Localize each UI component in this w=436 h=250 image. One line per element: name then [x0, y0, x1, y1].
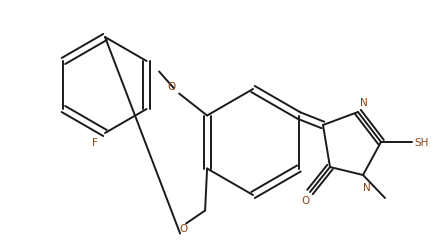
Text: O: O	[179, 224, 187, 234]
Text: SH: SH	[415, 138, 429, 147]
Text: F: F	[92, 138, 98, 147]
Text: O: O	[301, 195, 309, 205]
Text: N: N	[363, 182, 371, 192]
Text: O: O	[167, 81, 175, 91]
Text: N: N	[360, 98, 368, 108]
